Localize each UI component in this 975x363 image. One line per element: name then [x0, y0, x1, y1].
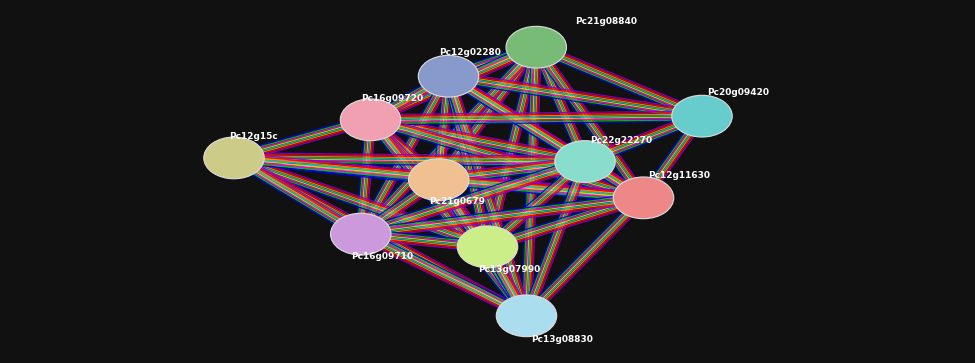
Ellipse shape [409, 159, 469, 200]
Text: Pc12g11630: Pc12g11630 [648, 171, 711, 180]
Text: Pc16g09720: Pc16g09720 [361, 94, 423, 102]
Ellipse shape [331, 213, 391, 255]
Text: Pc21g08840: Pc21g08840 [575, 17, 638, 26]
Ellipse shape [613, 177, 674, 219]
Text: Pc12g15c: Pc12g15c [229, 132, 278, 140]
Ellipse shape [457, 226, 518, 268]
Ellipse shape [672, 95, 732, 137]
Ellipse shape [496, 295, 557, 337]
Ellipse shape [506, 26, 566, 68]
Text: Pc12g02280: Pc12g02280 [439, 48, 500, 57]
Text: Pc21g0679: Pc21g0679 [429, 197, 485, 206]
Ellipse shape [555, 140, 615, 182]
Text: Pc20g09420: Pc20g09420 [707, 88, 769, 97]
Text: Pc16g09710: Pc16g09710 [351, 252, 413, 261]
Ellipse shape [418, 55, 479, 97]
Text: Pc13g08830: Pc13g08830 [531, 335, 593, 344]
Ellipse shape [204, 137, 264, 179]
Ellipse shape [340, 99, 401, 140]
Text: Pc13g07990: Pc13g07990 [478, 265, 540, 274]
Text: Pc22g22270: Pc22g22270 [590, 136, 652, 145]
